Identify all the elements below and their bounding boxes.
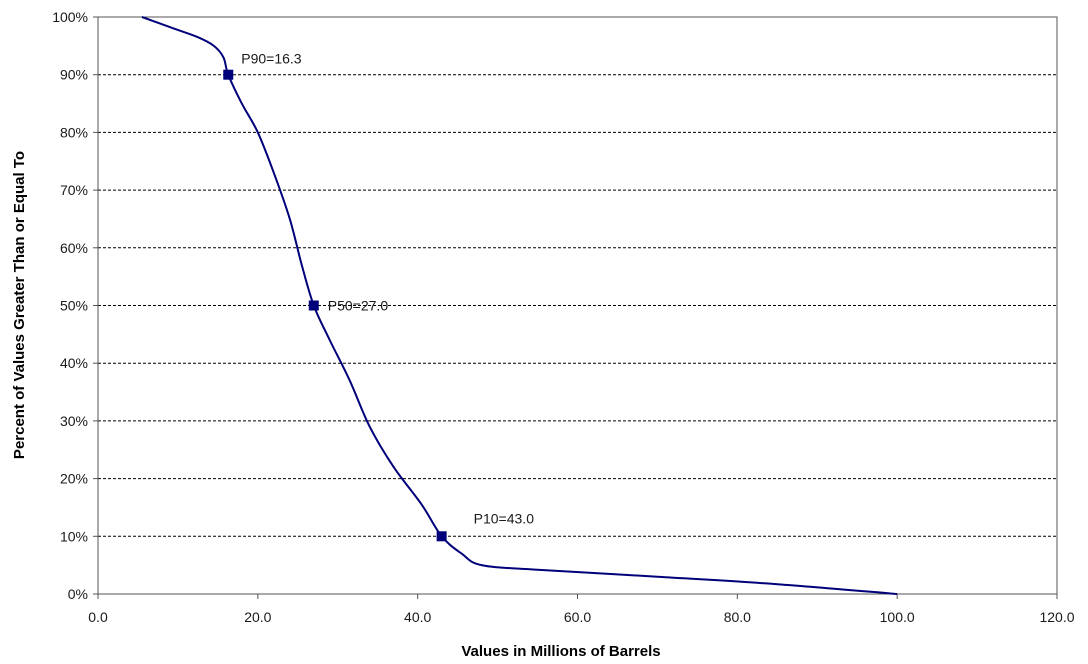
y-tick-label: 50%	[60, 298, 88, 314]
x-axis-title: Values in Millions of Barrels	[461, 643, 660, 660]
x-tick-label: 40.0	[404, 609, 431, 625]
x-tick-label: 20.0	[244, 609, 271, 625]
x-tick-label: 80.0	[724, 609, 751, 625]
annotations: P90=16.3 P50=27.0 P10=43.0	[241, 51, 534, 527]
point-marker	[223, 69, 234, 80]
point-label: P10=43.0	[474, 510, 535, 526]
x-tick-label: 120.0	[1039, 609, 1074, 625]
y-tick-label: 100%	[52, 9, 88, 25]
series-line	[141, 16, 898, 595]
x-tick-label: 0.0	[88, 609, 108, 625]
y-tick-label: 40%	[60, 355, 88, 371]
y-tick-label: 0%	[68, 586, 88, 602]
markers	[223, 69, 447, 542]
y-tick-label: 90%	[60, 67, 88, 83]
y-tick-label: 30%	[60, 413, 88, 429]
x-tick-labels: 0.0 20.0 40.0 60.0 80.0 100.0 120.0	[88, 594, 1075, 625]
x-tick-label: 100.0	[880, 609, 915, 625]
y-tick-label: 70%	[60, 182, 88, 198]
y-axis-title: Percent of Values Greater Than or Equal …	[11, 151, 28, 459]
point-marker	[308, 300, 319, 311]
y-tick-label: 20%	[60, 471, 88, 487]
point-label: P50=27.0	[328, 298, 389, 314]
y-tick-label: 80%	[60, 124, 88, 140]
y-tick-labels: 0% 10% 20% 30% 40% 50% 60% 70% 80% 90% 100%	[52, 9, 98, 602]
x-tick-label: 60.0	[564, 609, 591, 625]
y-tick-label: 10%	[60, 528, 88, 544]
point-label: P90=16.3	[241, 51, 302, 67]
point-marker	[436, 531, 447, 542]
y-tick-label: 60%	[60, 240, 88, 256]
